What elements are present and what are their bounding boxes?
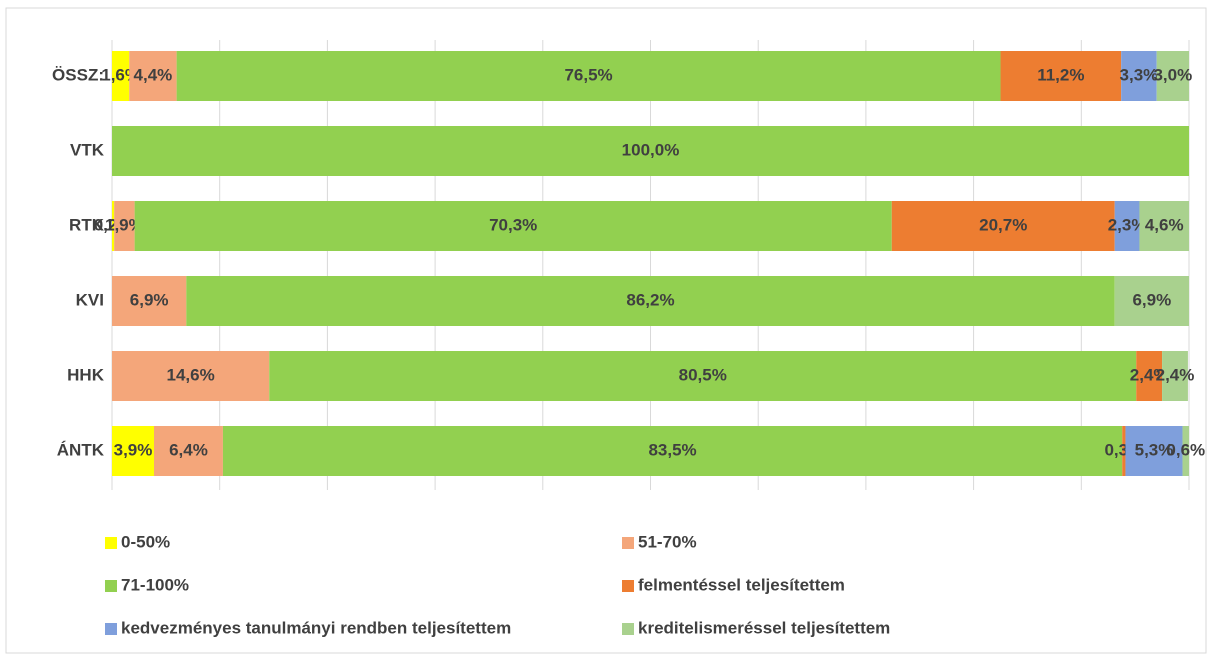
bar-segment: [1121, 51, 1157, 101]
data-label: 76,5%: [564, 65, 612, 84]
data-label: 2,4%: [1156, 365, 1195, 384]
data-label: 20,7%: [979, 215, 1027, 234]
data-label: 6,9%: [1132, 290, 1171, 309]
bar-segment: [112, 276, 187, 326]
bar-segment: [1136, 351, 1163, 401]
bar-segment: [1114, 201, 1140, 251]
chart-border: [5, 7, 1207, 654]
bar-segment: [1114, 276, 1189, 326]
bar-segment: [1156, 51, 1189, 101]
data-label: 80,5%: [679, 365, 727, 384]
data-label: 83,5%: [648, 440, 696, 459]
y-tick-label: RTK: [69, 215, 105, 234]
bar-segment: [891, 201, 1115, 251]
legend-swatch: [622, 623, 634, 635]
data-label: 2,4%: [1130, 365, 1169, 384]
legend-swatch: [105, 537, 117, 549]
bar-segment: [1122, 426, 1126, 476]
y-tick-label: ÖSSZ:: [52, 65, 104, 84]
legend-swatch: [622, 537, 634, 549]
legend-label: kreditelismeréssel teljesítettem: [638, 618, 890, 637]
bar-segment: [1182, 426, 1189, 476]
data-label: 2,3%: [1108, 215, 1147, 234]
bar-segment: [134, 201, 892, 251]
data-label: 86,2%: [626, 290, 674, 309]
data-label: 3,3%: [1120, 65, 1159, 84]
data-label: 0,6%: [1166, 440, 1205, 459]
data-label: 100,0%: [622, 140, 680, 159]
bar-segment: [129, 51, 177, 101]
legend-swatch: [622, 580, 634, 592]
bar-segment: [112, 126, 1189, 176]
y-tick-label: KVI: [76, 290, 104, 309]
y-tick-label: HHK: [67, 365, 105, 384]
bar-segment: [1000, 51, 1122, 101]
bar-segment: [112, 51, 130, 101]
data-label: 3,9%: [114, 440, 153, 459]
legend-label: kedvezményes tanulmányi rendben teljesít…: [121, 618, 511, 637]
legend-label: 0-50%: [121, 532, 170, 551]
data-label: 6,9%: [130, 290, 169, 309]
data-label: 1,9%: [105, 215, 144, 234]
y-tick-label: VTK: [70, 140, 105, 159]
data-label: 70,3%: [489, 215, 537, 234]
data-label: 5,3%: [1135, 440, 1174, 459]
legend-label: 71-100%: [121, 575, 189, 594]
bar-segment: [154, 426, 223, 476]
bar-segment: [112, 426, 155, 476]
bar-segment: [186, 276, 1115, 326]
data-label: 4,4%: [134, 65, 173, 84]
data-label: 11,2%: [1037, 65, 1084, 84]
bar-segment: [114, 201, 135, 251]
data-label: 14,6%: [167, 365, 215, 384]
bar-segment: [112, 351, 270, 401]
bar-segment: [176, 51, 1001, 101]
bar-segment: [269, 351, 1137, 401]
y-tick-label: ÁNTK: [57, 440, 105, 459]
bar-segment: [1162, 351, 1188, 401]
data-label: 4,6%: [1145, 215, 1184, 234]
bar-segment: [1139, 201, 1189, 251]
bar-segment: [112, 201, 115, 251]
bar-segment: [222, 426, 1123, 476]
data-label: 6,4%: [169, 440, 208, 459]
legend-label: felmentéssel teljesítettem: [638, 575, 845, 594]
legend-swatch: [105, 623, 117, 635]
data-label: 3,0%: [1153, 65, 1192, 84]
legend-swatch: [105, 580, 117, 592]
bar-segment: [1125, 426, 1183, 476]
legend-label: 51-70%: [638, 532, 697, 551]
